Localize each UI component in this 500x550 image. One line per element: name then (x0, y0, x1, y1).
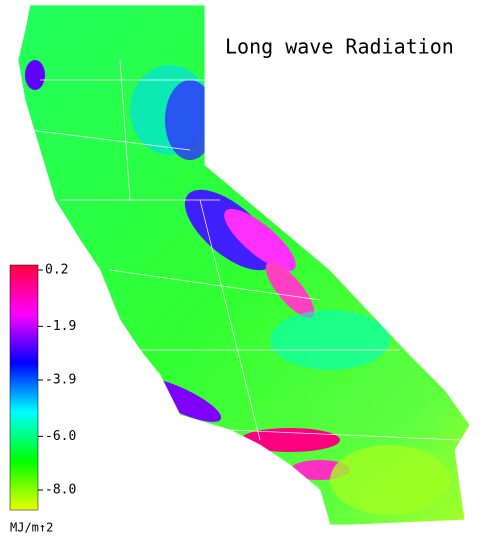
colorbar-tick-label: -1.9 (45, 319, 76, 334)
colorbar-tick-label: -3.9 (45, 373, 76, 388)
colorbar-tick-label: -8.0 (45, 483, 76, 498)
colorbar-ticks: 0.2 -1.9 -3.9 -6.0 -8.0 (38, 263, 76, 498)
colorbar-unit: MJ/m↑2 (10, 521, 53, 535)
colorbar-tick-label: 0.2 (45, 263, 68, 278)
colorbar-tick-label: -6.0 (45, 429, 76, 444)
colorbar (9, 264, 39, 511)
map-title: Long wave Radiation (225, 35, 454, 59)
